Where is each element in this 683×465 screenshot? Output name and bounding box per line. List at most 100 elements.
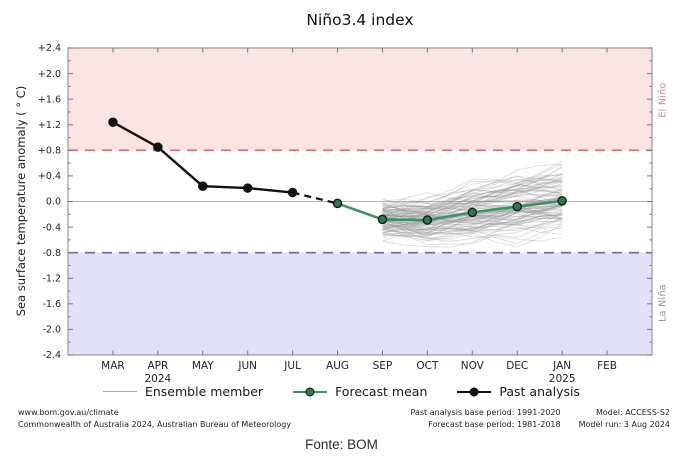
ensemble-member-line [382, 214, 563, 231]
x-tick-label: MAY [192, 360, 214, 372]
ensemble-member-line [382, 185, 563, 213]
ensemble-member-line [382, 204, 563, 226]
x-tick-label: OCT [416, 360, 439, 372]
legend-label: Forecast mean [335, 384, 428, 399]
y-axis-label: Sea surface temperature anomaly ( ° C) [14, 85, 28, 317]
ensemble-member-line [382, 183, 563, 217]
model-run-date: Model run: 3 Aug 2024 [578, 419, 670, 429]
ensemble-member-line [382, 163, 563, 207]
ensemble-member-line [382, 192, 563, 210]
ensemble-member-line [382, 175, 563, 213]
ensemble-member-line [382, 198, 563, 223]
ensemble-member-line [382, 189, 563, 223]
ensemble-member-line [382, 203, 563, 230]
x-tick-label: JAN [552, 360, 571, 372]
ensemble-member-line [382, 174, 563, 209]
x-tick-label: DEC [506, 360, 528, 372]
ensemble-member-line [382, 211, 563, 232]
forecast-mean-marker [332, 198, 343, 209]
x-year-label: 2025 [549, 373, 576, 385]
la-nina-threshold-band [68, 252, 652, 355]
ensemble-member-line [382, 218, 563, 235]
y-tick-label: -1.2 [42, 273, 61, 284]
ensemble-member-line [382, 204, 563, 219]
ensemble-member-line [382, 223, 563, 234]
forecast-base-period: Forecast base period: 1981-2018 [428, 419, 561, 429]
ensemble-member-line [382, 199, 563, 216]
ensemble-member-line [382, 191, 563, 205]
ensemble-member-line [382, 219, 563, 238]
ensemble-member-line [382, 205, 563, 226]
ensemble-member-line [382, 175, 563, 210]
x-year-label: 2024 [144, 373, 171, 385]
ensemble-member-line [382, 187, 563, 228]
ensemble-member-line [382, 178, 563, 209]
copyright-text: Commonwealth of Australia 2024, Australi… [18, 419, 292, 429]
x-tick-label: JUN [237, 360, 257, 372]
ensemble-member-line [382, 189, 563, 233]
past-analysis-marker [153, 142, 163, 152]
ensemble-member-line [382, 177, 563, 218]
y-tick-label: -0.8 [42, 248, 61, 259]
y-tick-label: -2.0 [42, 325, 61, 336]
ensemble-member-line [382, 172, 563, 208]
forecast-mean-marker [512, 201, 522, 212]
ensemble-member-line [382, 165, 563, 210]
ensemble-member-line [382, 206, 563, 232]
y-tick-label: -1.6 [42, 299, 61, 310]
x-tick-label: SEP [373, 360, 393, 372]
ensemble-member-line [382, 201, 563, 216]
ensemble-member-line [382, 205, 563, 232]
ensemble-member-line [382, 183, 563, 217]
ensemble-member-line [382, 173, 563, 211]
ensemble-member-line [382, 211, 563, 238]
x-tick-label: JUL [283, 360, 301, 372]
past-analysis-marker [287, 187, 298, 198]
ensemble-member-line [382, 174, 563, 215]
ensemble-member-line [382, 220, 563, 248]
y-tick-label: +0.4 [38, 171, 61, 182]
ensemble-member-line [382, 203, 563, 223]
y-tick-label: 0.0 [46, 197, 61, 208]
model-run-text: Model: ACCESS-S2 Model run: 3 Aug 2024 [579, 407, 670, 430]
ensemble-member-line [382, 188, 563, 231]
ensemble-member-line [382, 211, 563, 226]
forecast-mean-marker [422, 215, 433, 225]
forecast-mean-marker [467, 207, 478, 218]
ensemble-member-line [382, 167, 563, 213]
legend-item-forecast-mean: Forecast mean [293, 384, 427, 399]
x-tick-label: FEB [597, 360, 617, 372]
x-tick-label: NOV [461, 360, 485, 372]
legend-label: Past analysis [499, 384, 581, 399]
ensemble-member-line [382, 185, 563, 228]
y-tick-label: +0.8 [38, 146, 61, 157]
y-tick-label: +2.0 [38, 69, 61, 80]
past-analysis-marker [242, 183, 253, 193]
legend-item-past-analysis: Past analysis [457, 384, 580, 399]
forecast-mean-line [337, 199, 563, 222]
past-analysis-dashed-link [292, 191, 338, 205]
ensemble-member-line [382, 181, 563, 213]
la-nina-band-label: La Niña [657, 284, 669, 322]
source-url: www.bom.gov.au/climate [18, 408, 119, 417]
ensemble-member-line [382, 181, 563, 228]
legend-item-ensemble: Ensemble member [102, 384, 263, 399]
ensemble-member-line [382, 160, 563, 204]
ensemble-member-line [382, 207, 563, 232]
ensemble-member-line [382, 190, 563, 225]
ensemble-member-line [382, 179, 563, 218]
el-nino-band-label: El Niño [657, 82, 669, 118]
x-tick-label: MAR [101, 360, 125, 372]
ensemble-member-line [382, 226, 563, 239]
ensemble-member-line [382, 224, 563, 245]
ensemble-member-line [382, 176, 563, 212]
ensemble-member-line [382, 223, 563, 242]
past-base-period: Past analysis base period: 1991-2020 [410, 408, 561, 417]
ensemble-member-line [382, 193, 563, 220]
past-analysis-marker [198, 181, 208, 191]
ensemble-line-icon [102, 385, 137, 399]
ensemble-member-line [382, 230, 563, 242]
ensemble-member-line [382, 163, 563, 224]
